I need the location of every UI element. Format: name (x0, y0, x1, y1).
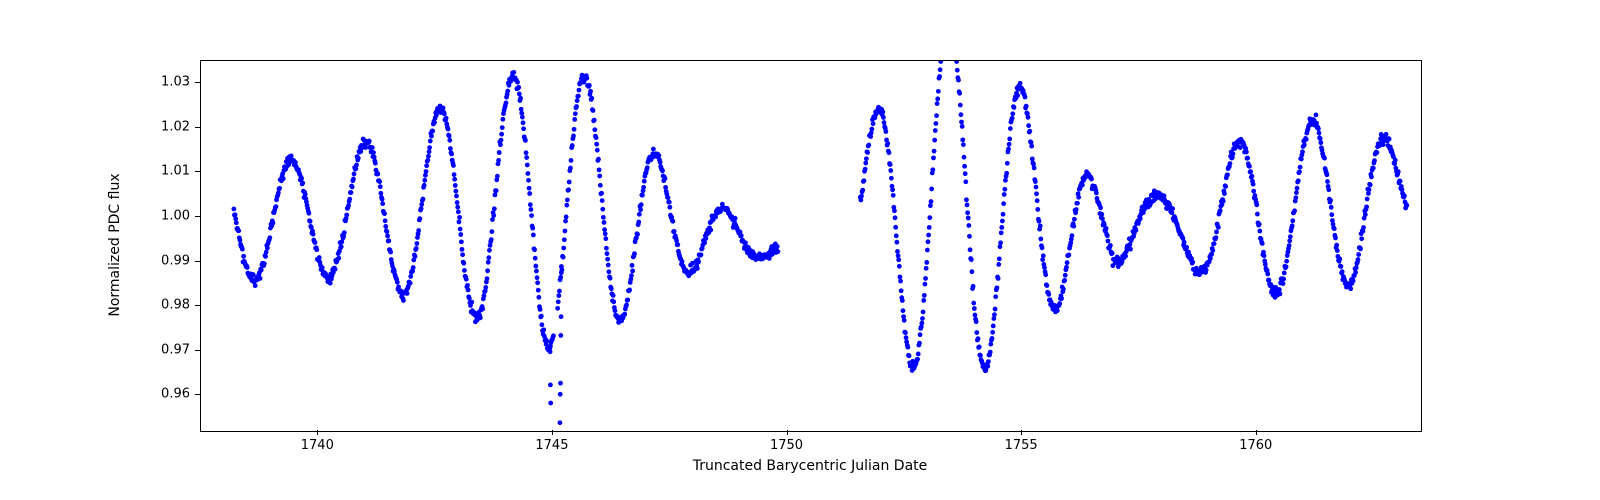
y-tick-label: 0.96 (130, 387, 190, 402)
x-tick (1021, 430, 1022, 435)
plot-area (200, 60, 1422, 432)
figure: 1740 1745 1750 1755 1760 0.96 0.97 0.98 0.99 1.0… (0, 0, 1600, 500)
y-axis-label: Normalized PDC flux (107, 173, 123, 316)
y-tick-label: 1.00 (130, 209, 190, 224)
scatter-svg (201, 61, 1421, 431)
x-tick-label: 1755 (1005, 438, 1038, 453)
y-tick-label: 1.01 (130, 164, 190, 179)
x-tick-label: 1760 (1239, 438, 1272, 453)
x-tick (1256, 430, 1257, 435)
x-tick (787, 430, 788, 435)
y-tick-label: 0.98 (130, 298, 190, 313)
y-tick (195, 261, 200, 262)
x-tick-label: 1745 (535, 438, 568, 453)
y-tick (195, 394, 200, 395)
y-tick-label: 1.03 (130, 75, 190, 90)
x-tick-label: 1740 (301, 438, 334, 453)
x-axis-label: Truncated Barycentric Julian Date (693, 458, 928, 474)
y-tick (195, 127, 200, 128)
x-tick (552, 430, 553, 435)
y-tick (195, 305, 200, 306)
scatter-series (231, 61, 1409, 425)
y-tick (195, 171, 200, 172)
y-tick-label: 1.02 (130, 119, 190, 134)
y-tick (195, 216, 200, 217)
y-tick (195, 350, 200, 351)
x-tick (317, 430, 318, 435)
y-tick-label: 0.99 (130, 253, 190, 268)
x-tick-label: 1750 (770, 438, 803, 453)
y-tick-label: 0.97 (130, 342, 190, 357)
y-tick (195, 82, 200, 83)
